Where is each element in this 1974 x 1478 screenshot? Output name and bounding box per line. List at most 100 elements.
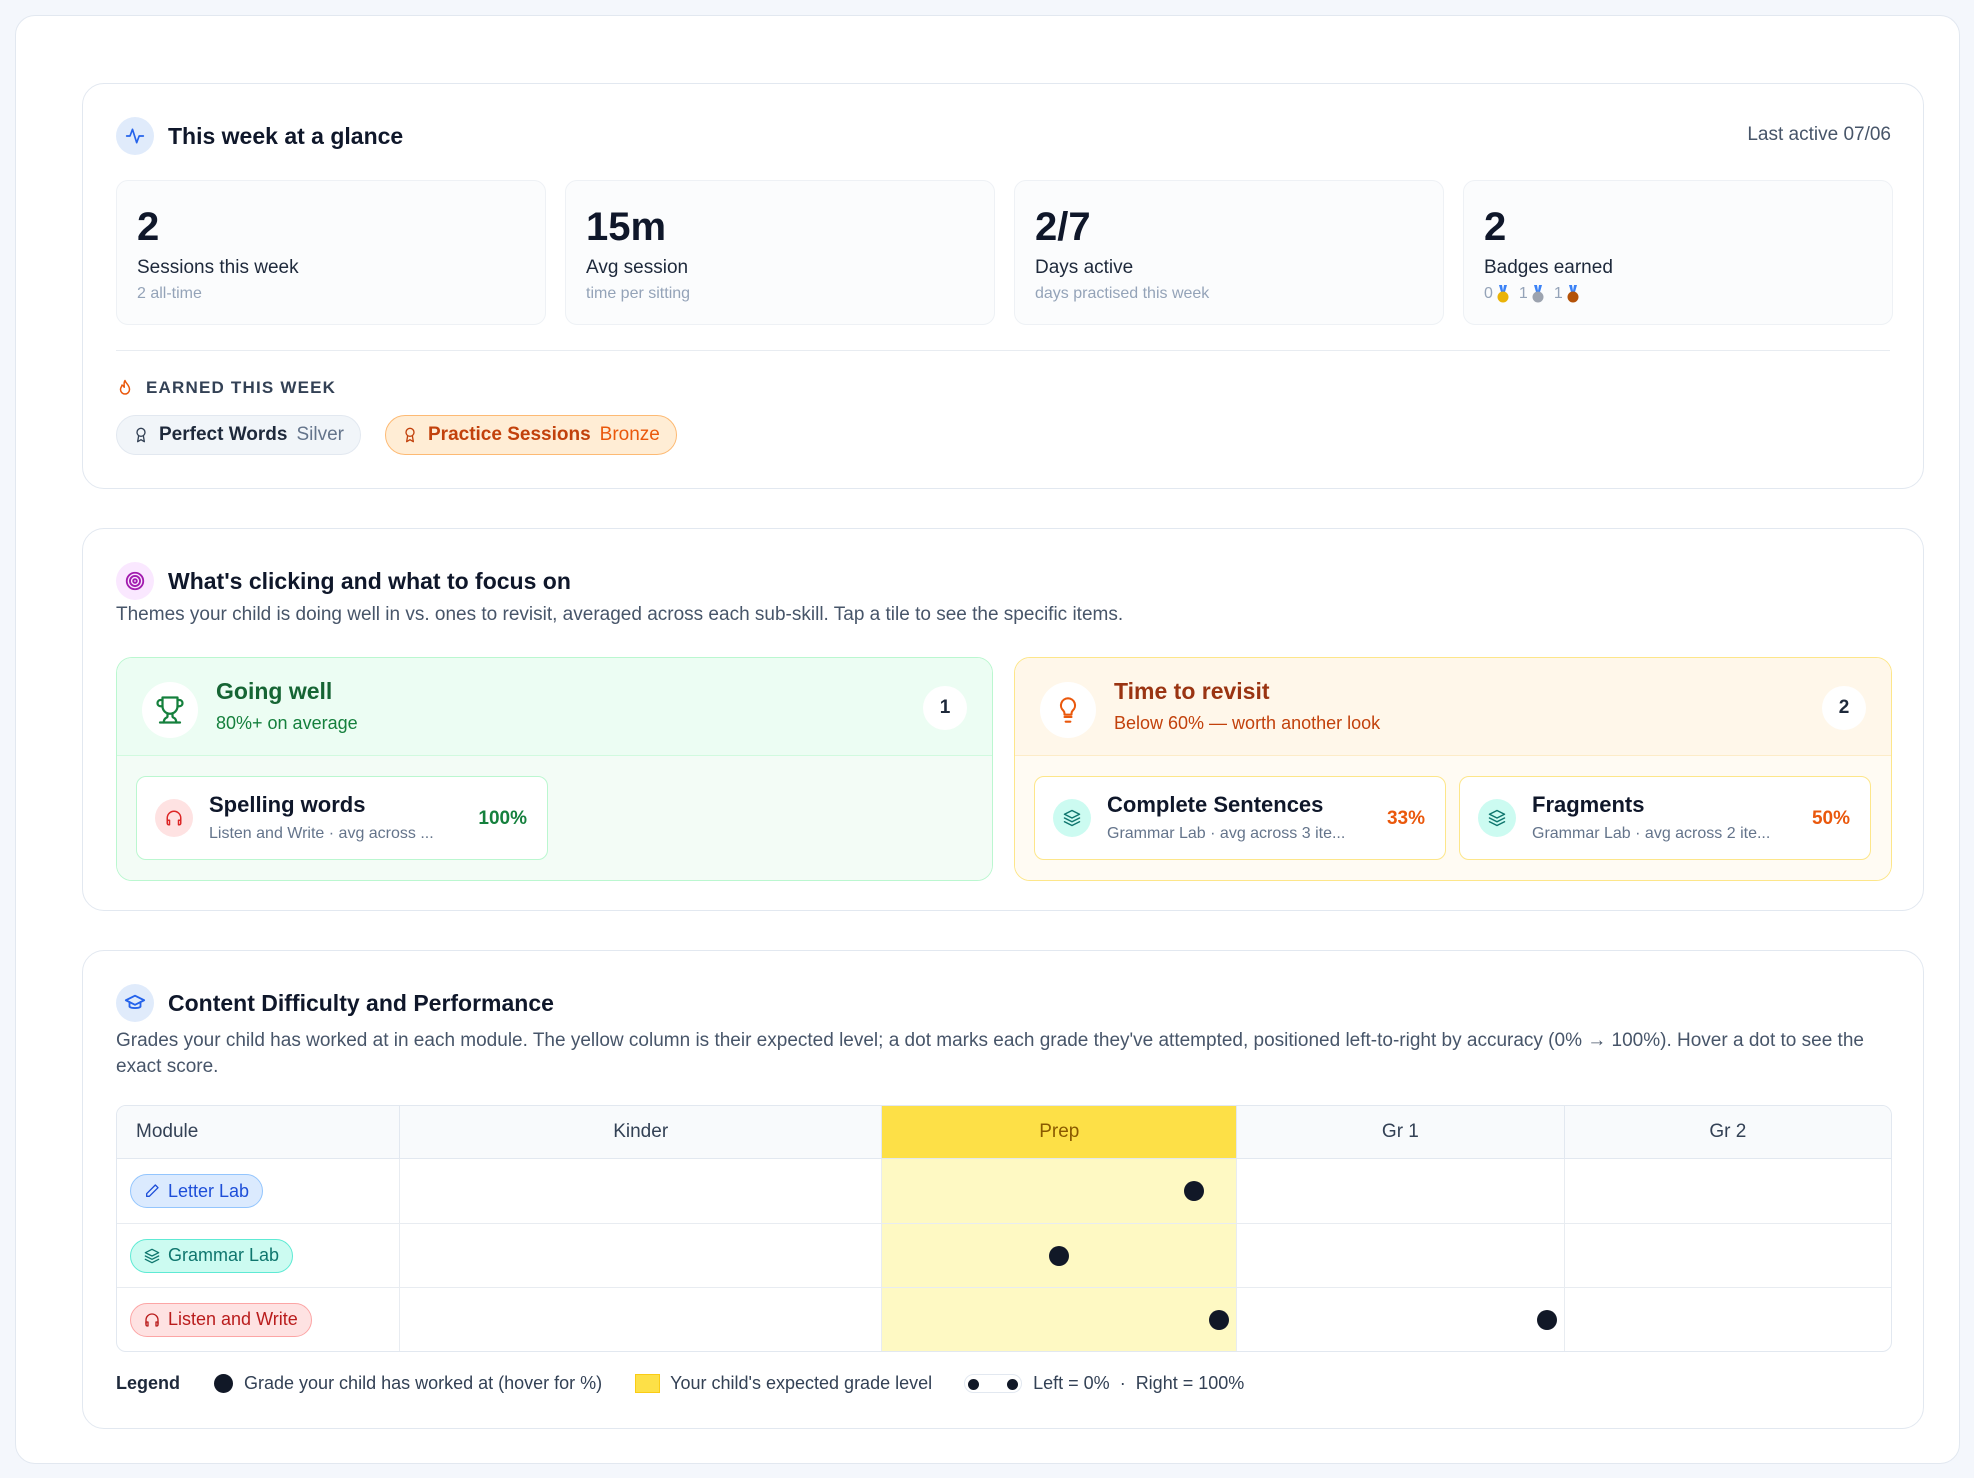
week-at-a-glance-card: This week at a glance Last active 07/06 … (82, 83, 1924, 489)
stat-badges: 2 Badges earned 0 1 1 (1463, 180, 1893, 325)
revisit-subtitle: Below 60% — worth another look (1114, 713, 1381, 733)
dashboard-container: This week at a glance Last active 07/06 … (15, 15, 1960, 1464)
stat-sub: time per sitting (586, 285, 691, 302)
legend-scale-left: Left = 0% (1033, 1373, 1110, 1393)
col-header-kinder: Kinder (399, 1106, 882, 1159)
tile-spelling-words[interactable]: Spelling words Listen and Write · avg ac… (136, 776, 548, 860)
legend-scale-left-dot (968, 1379, 980, 1390)
difficulty-grid: Module Kinder Prep Gr 1 Gr 2 Letter Lab (116, 1105, 1892, 1352)
stat-label: Days active (1035, 257, 1134, 278)
stat-label: Avg session (586, 257, 689, 278)
grid-header-row: Module Kinder Prep Gr 1 Gr 2 (117, 1106, 1891, 1159)
flame-icon (119, 379, 131, 395)
bronze-medal-icon (1567, 285, 1579, 303)
col-header-gr1: Gr 1 (1236, 1106, 1564, 1159)
difficulty-header: Content Difficulty and Performance (116, 984, 554, 1022)
module-tag-letter-lab[interactable]: Letter Lab (130, 1174, 264, 1208)
legend-dot-swatch (214, 1374, 234, 1393)
focus-card: What's clicking and what to focus on The… (82, 528, 1924, 911)
revisit-count: 2 (1822, 686, 1866, 730)
stat-sub: days practised this week (1035, 285, 1210, 302)
tile-title: Fragments (1532, 792, 1645, 817)
earned-heading-label: EARNED THIS WEEK (146, 378, 337, 397)
stat-value: 2/7 (1035, 205, 1091, 249)
earned-heading: EARNED THIS WEEK (116, 378, 336, 398)
module-cell: Grammar Lab (117, 1223, 399, 1287)
tile-percent: 33% (1386, 808, 1425, 829)
col-header-gr2: Gr 2 (1563, 1106, 1891, 1159)
difficulty-title: Content Difficulty and Performance (168, 989, 554, 1016)
accuracy-dot[interactable] (1537, 1309, 1558, 1330)
tile-title: Spelling words (209, 792, 366, 817)
grade-cell-kinder (399, 1287, 882, 1351)
badge-name: Practice Sessions (428, 424, 591, 445)
glance-title: This week at a glance (168, 122, 404, 149)
graduation-cap-icon (116, 984, 154, 1022)
module-name: Grammar Lab (168, 1245, 280, 1265)
col-header-prep: Prep (881, 1106, 1237, 1159)
award-icon (136, 427, 146, 443)
gold-count: 0 (1484, 285, 1493, 302)
legend-scale-right: Right = 100% (1135, 1373, 1245, 1393)
tile-subtitle: Listen and Write · avg across ... (209, 825, 434, 842)
module-name: Letter Lab (168, 1180, 250, 1201)
grade-cell-gr2 (1563, 1287, 1891, 1351)
module-tag-listen-and-write[interactable]: Listen and Write (130, 1302, 312, 1337)
legend-dot-label: Grade your child has worked at (hover fo… (244, 1373, 603, 1393)
tile-complete-sentences[interactable]: Complete Sentences Grammar Lab · avg acr… (1034, 776, 1446, 860)
glance-header: This week at a glance (116, 117, 403, 155)
stat-value: 2 (137, 205, 160, 249)
silver-medal-icon (1532, 285, 1544, 303)
module-tag-grammar-lab[interactable]: Grammar Lab (130, 1238, 294, 1273)
lightbulb-icon (1040, 682, 1096, 738)
badge-chip-practice-sessions[interactable]: Practice Sessions Bronze (385, 415, 677, 455)
module-name: Listen and Write (168, 1309, 298, 1329)
accuracy-dot[interactable] (1208, 1309, 1229, 1330)
accuracy-dot[interactable] (1183, 1181, 1204, 1201)
bronze-count: 1 (1553, 285, 1563, 302)
last-active-date: Last active 07/06 (1747, 124, 1891, 145)
table-row: Listen and Write (117, 1287, 1891, 1351)
grade-cell-kinder (399, 1223, 882, 1287)
legend-expected-label: Your child's expected grade level (670, 1373, 933, 1393)
legend: Legend Grade your child has worked at (h… (116, 1373, 1244, 1394)
col-header-module: Module (117, 1106, 399, 1159)
legend-scale-right-dot (1007, 1379, 1019, 1390)
grade-cell-gr2 (1563, 1223, 1891, 1287)
layers-icon (1478, 799, 1516, 837)
revisit-title: Time to revisit (1114, 678, 1270, 704)
stat-avg-session: 15m Avg session time per sitting (565, 180, 995, 325)
badge-tier: Bronze (599, 424, 660, 445)
layers-icon (144, 1248, 160, 1263)
stat-sub: 2 all-time (137, 285, 202, 302)
accuracy-dot[interactable] (1049, 1245, 1070, 1266)
table-row: Grammar Lab (117, 1223, 1891, 1287)
badge-chip-perfect-words[interactable]: Perfect Words Silver (116, 415, 361, 455)
grade-cell-kinder (399, 1159, 881, 1223)
grade-cell-gr1 (1236, 1223, 1564, 1287)
focus-title: What's clicking and what to focus on (168, 567, 571, 594)
layers-icon (1053, 799, 1091, 837)
going-well-title: Going well (216, 678, 333, 704)
tile-fragments[interactable]: Fragments Grammar Lab · avg across 2 ite… (1459, 776, 1871, 860)
badge-tier: Silver (296, 424, 344, 445)
module-cell: Letter Lab (117, 1159, 399, 1223)
focus-description: Themes your child is doing well in vs. o… (116, 604, 1124, 625)
legend-scale-swatch (964, 1374, 1023, 1393)
revisit-header: Time to revisit Below 60% — worth anothe… (1015, 658, 1891, 756)
stat-label: Sessions this week (137, 257, 299, 278)
badge-name: Perfect Words (159, 424, 288, 445)
table-row: Letter Lab (117, 1159, 1891, 1223)
grade-cell-prep (881, 1287, 1237, 1351)
headphones-icon (155, 799, 193, 837)
section-divider (116, 350, 1890, 351)
headphones-icon (145, 1312, 159, 1327)
stat-value: 2 (1484, 205, 1507, 249)
trophy-icon (142, 682, 198, 738)
stat-label: Badges earned (1484, 257, 1613, 278)
grade-cell-prep (881, 1159, 1237, 1223)
module-cell: Listen and Write (117, 1287, 399, 1351)
activity-icon (116, 117, 154, 155)
difficulty-card: Content Difficulty and Performance Grade… (82, 950, 1924, 1429)
difficulty-description: Grades your child has worked at in each … (116, 1030, 1864, 1077)
